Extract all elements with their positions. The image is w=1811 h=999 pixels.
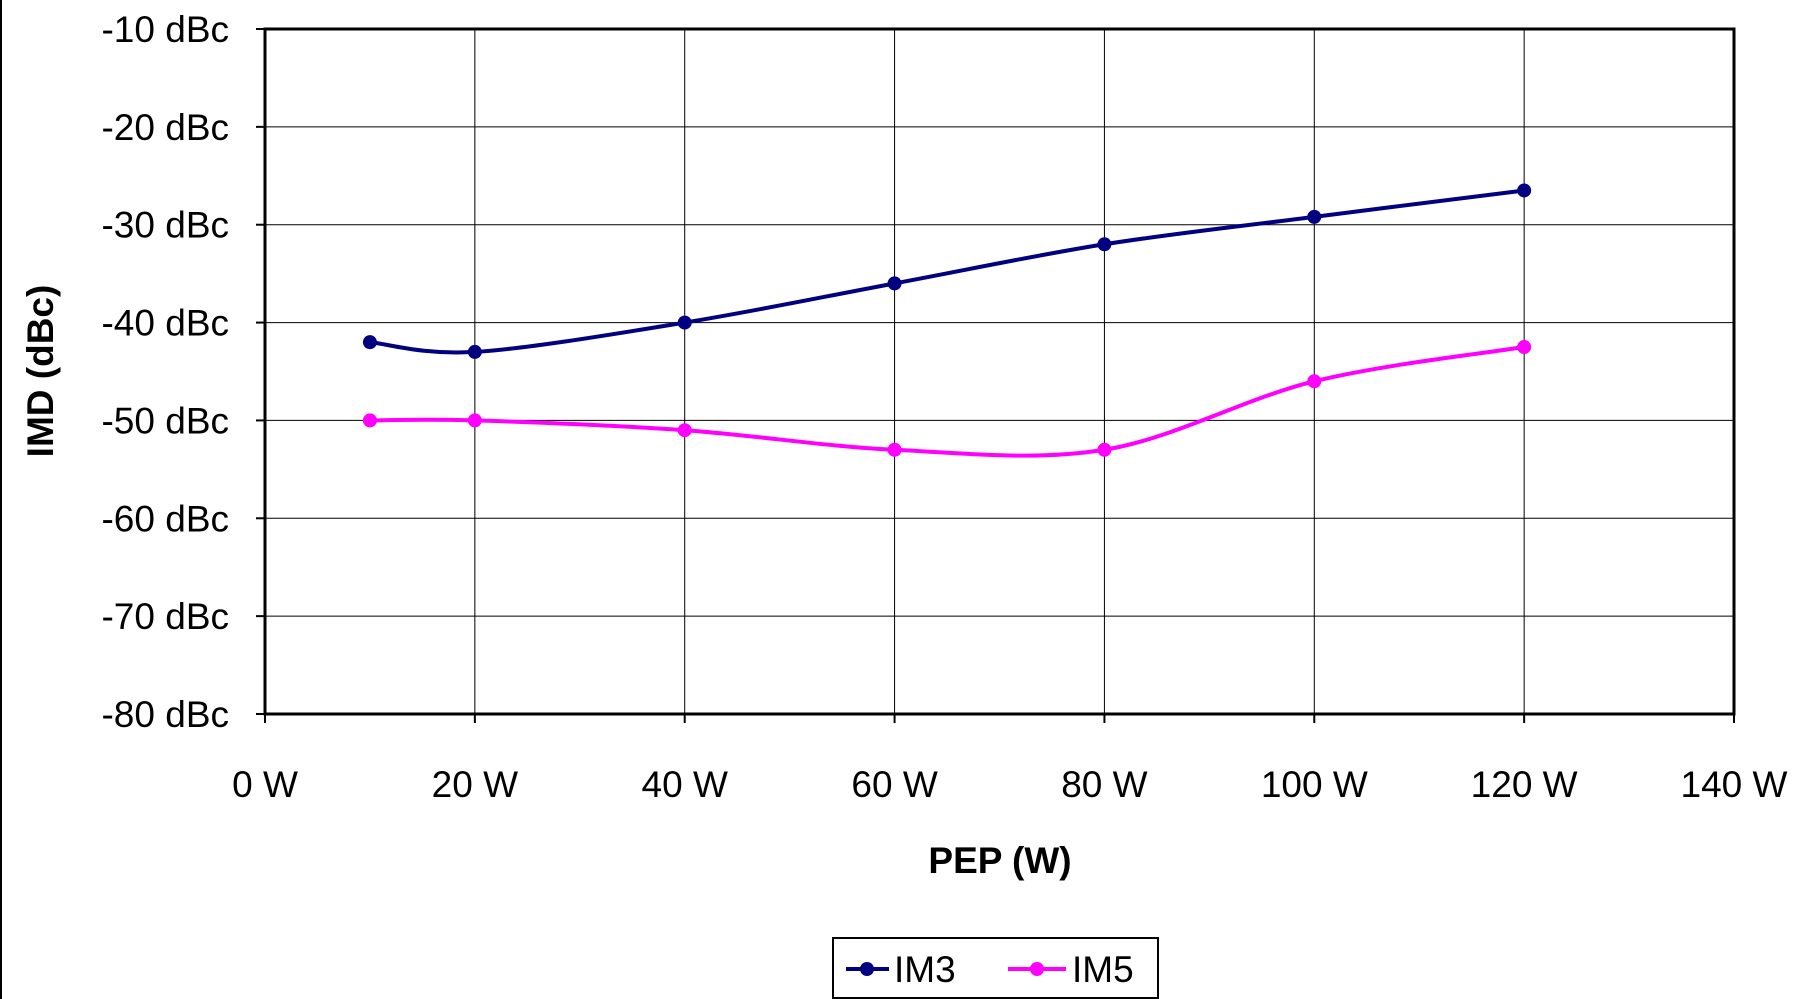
x-tick-label: 100 W: [1261, 764, 1368, 805]
y-tick-label: -40 dBc: [101, 303, 229, 344]
data-point-im5: [1517, 340, 1532, 355]
y-tick-labels: -10 dBc -20 dBc -30 dBc -40 dBc -50 dBc -60 d…: [101, 9, 229, 735]
y-axis-title: IMD (dBc): [20, 285, 61, 458]
data-point-im5: [467, 413, 482, 428]
data-point-im5: [1307, 374, 1322, 389]
x-tick-label: 120 W: [1471, 764, 1578, 805]
data-point-im5: [1097, 442, 1112, 457]
series-layer: [362, 183, 1532, 458]
x-tick-labels: 0 W 20 W 40 W 60 W 80 W 100 W 120 W 140 W: [232, 764, 1787, 805]
plot-area: [265, 29, 1734, 714]
data-point-im5: [887, 442, 902, 457]
data-point-im3: [467, 344, 482, 359]
data-point-im5: [362, 413, 377, 428]
x-tick-label: 20 W: [432, 764, 518, 805]
x-tick-label: 140 W: [1681, 764, 1788, 805]
data-point-im3: [677, 315, 692, 330]
y-tick-label: -10 dBc: [101, 9, 229, 50]
plot-border: [263, 27, 1736, 716]
x-tick-label: 60 W: [851, 764, 937, 805]
legend-marker-im3: [860, 962, 874, 976]
x-axis-title: PEP (W): [928, 840, 1071, 881]
x-tick-label: 80 W: [1061, 764, 1147, 805]
y-tick-label: -70 dBc: [101, 596, 229, 637]
data-point-im3: [1307, 209, 1322, 224]
data-point-im3: [1517, 183, 1532, 198]
data-point-im5: [677, 423, 692, 438]
legend-marker-im5: [1030, 962, 1044, 976]
x-tick-label: 0 W: [232, 764, 298, 805]
y-tick-label: -50 dBc: [101, 400, 229, 441]
legend: IM3 IM5: [832, 937, 1159, 999]
x-tick-label: 40 W: [642, 764, 728, 805]
legend-label-im5: IM5: [1072, 949, 1134, 990]
y-tick-label: -60 dBc: [101, 498, 229, 539]
y-tick-label: -20 dBc: [101, 107, 229, 148]
legend-label-im3: IM3: [894, 949, 956, 990]
grid: [265, 29, 1734, 714]
data-point-im3: [1097, 237, 1112, 252]
data-point-im3: [887, 276, 902, 291]
y-tick-label: -80 dBc: [101, 694, 229, 735]
data-point-im3: [362, 335, 377, 350]
y-tick-label: -30 dBc: [101, 205, 229, 246]
